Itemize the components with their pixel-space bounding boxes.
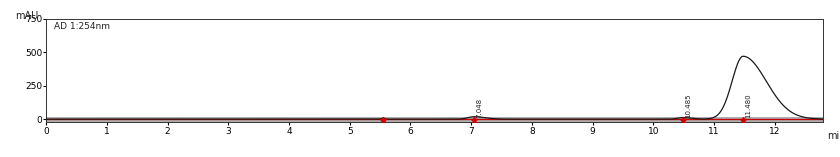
Text: mAU: mAU	[15, 11, 39, 21]
Text: 11.480: 11.480	[746, 93, 752, 118]
Text: 10.485: 10.485	[685, 94, 691, 118]
Text: 7.048: 7.048	[476, 98, 482, 118]
Text: min: min	[827, 131, 840, 141]
Text: AD 1:254nm: AD 1:254nm	[54, 22, 110, 31]
